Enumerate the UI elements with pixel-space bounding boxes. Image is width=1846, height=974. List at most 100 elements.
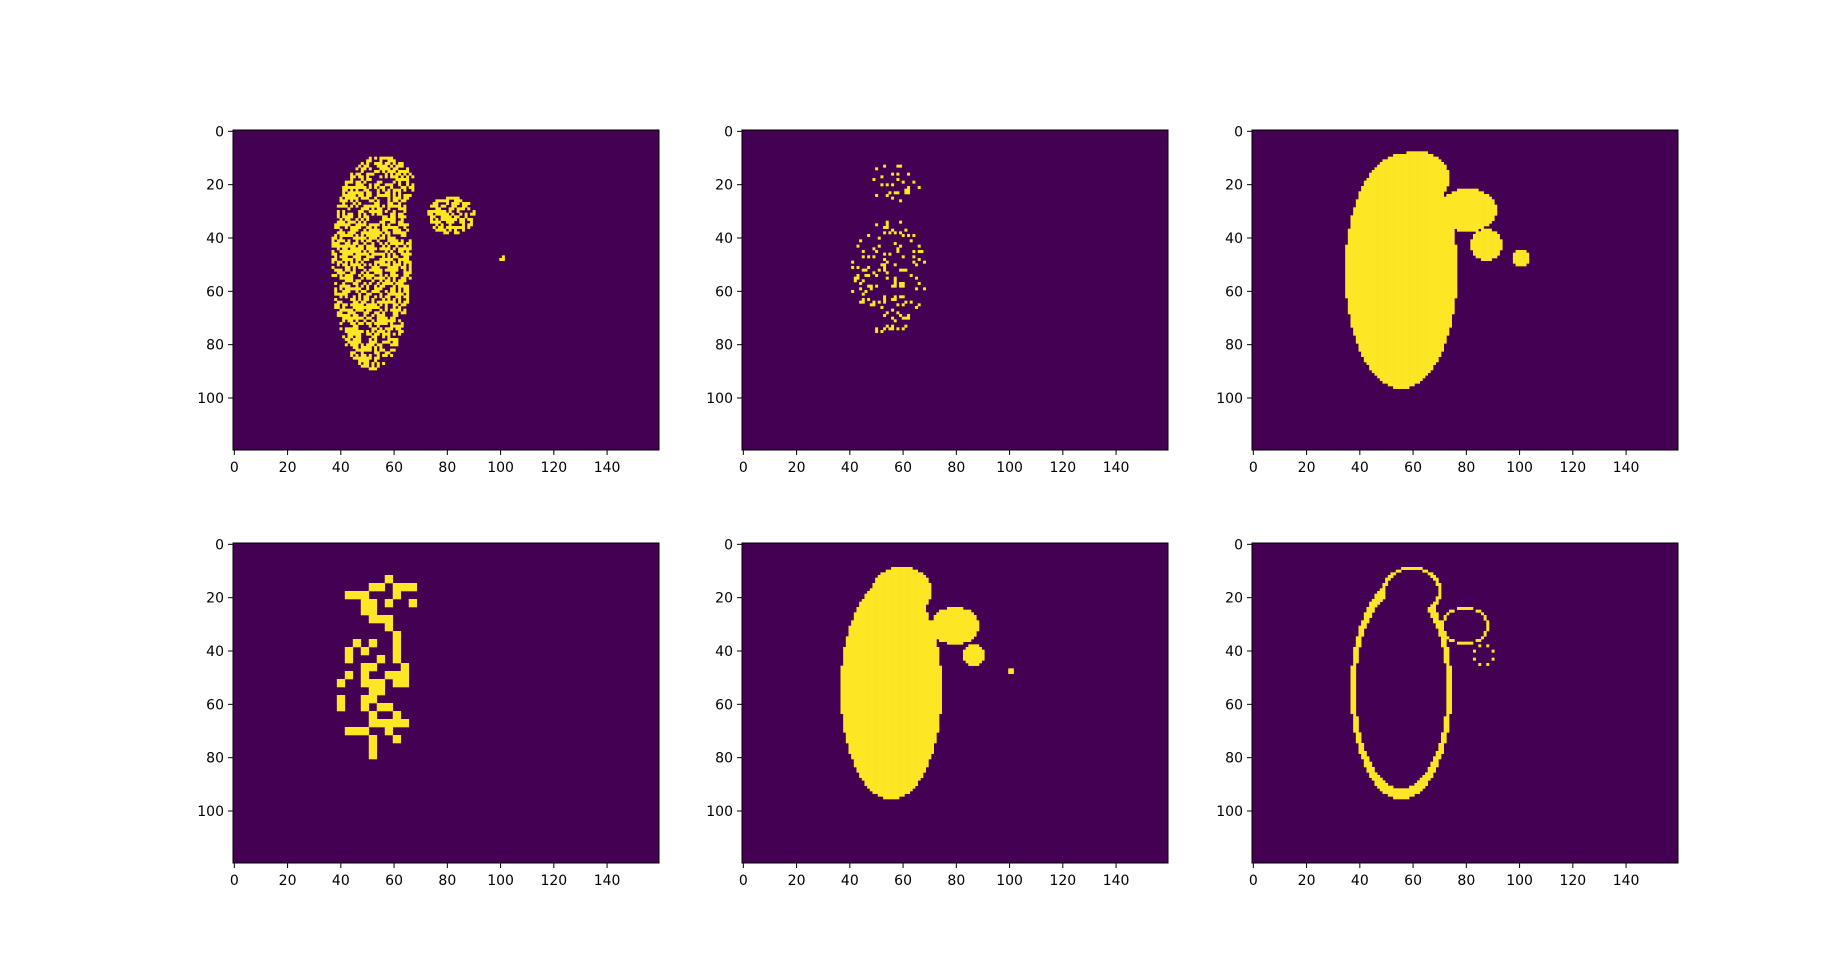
mask-pixel [1361, 290, 1365, 293]
mask-pixel [1387, 226, 1391, 229]
mask-pixel [1374, 191, 1378, 195]
mask-pixel [1393, 316, 1397, 320]
mask-pixel [379, 156, 383, 160]
mask-pixel [1438, 308, 1442, 312]
mask-pixel [1371, 303, 1375, 307]
mask-pixel [1374, 244, 1378, 248]
mask-pixel [344, 591, 354, 600]
mask-pixel [891, 327, 895, 331]
mask-pixel [1387, 348, 1391, 352]
mask-pixel [1425, 239, 1429, 243]
mask-pixel [1403, 242, 1407, 245]
mask-pixel [350, 298, 354, 301]
mask-pixel [1443, 223, 1447, 227]
mask-pixel [1443, 178, 1447, 181]
mask-pixel [459, 218, 463, 221]
mask-pixel [1443, 263, 1447, 267]
mask-pixel [1417, 223, 1421, 227]
mask-pixel [1355, 226, 1359, 229]
mask-pixel [1406, 239, 1410, 243]
mask-pixel [350, 319, 354, 323]
mask-pixel [1430, 367, 1434, 371]
mask-pixel [360, 252, 364, 256]
mask-pixel [390, 170, 394, 173]
mask-pixel [1422, 196, 1426, 200]
mask-pixel [1406, 271, 1410, 275]
mask-pixel [1371, 343, 1375, 347]
mask-pixel [1369, 332, 1373, 336]
mask-pixel [1403, 348, 1407, 352]
mask-pixel [1454, 252, 1458, 256]
mask-pixel [1385, 258, 1389, 261]
mask-pixel [347, 250, 351, 253]
mask-pixel [384, 162, 388, 165]
mask-pixel [1377, 354, 1381, 357]
mask-pixel [1441, 279, 1444, 283]
mask-pixel [1401, 255, 1405, 259]
mask-pixel [1430, 330, 1434, 333]
mask-pixel [1438, 231, 1442, 235]
mask-pixel [1411, 316, 1415, 320]
mask-pixel [1350, 274, 1354, 277]
mask-pixel [1425, 266, 1429, 269]
mask-pixel [1369, 351, 1373, 355]
mask-pixel [1353, 231, 1357, 235]
mask-pixel [1355, 231, 1359, 235]
mask-pixel [1475, 191, 1479, 195]
mask-pixel [1387, 188, 1391, 192]
mask-pixel [446, 196, 449, 200]
mask-pixel [342, 199, 346, 203]
mask-pixel [1414, 340, 1418, 344]
mask-pixel [1417, 188, 1421, 192]
mask-pixel [1419, 306, 1423, 309]
mask-pixel [1406, 386, 1410, 389]
mask-pixel [400, 330, 404, 333]
mask-pixel [1433, 322, 1437, 325]
mask-pixel [1435, 276, 1439, 280]
mask-pixel [899, 199, 903, 203]
mask-pixel [360, 351, 364, 355]
mask-pixel [1395, 284, 1399, 288]
mask-pixel [344, 226, 348, 229]
mask-pixel [355, 279, 359, 283]
mask-pixel [403, 207, 407, 211]
mask-pixel [1427, 359, 1431, 363]
mask-pixel [1433, 258, 1437, 261]
mask-pixel [1422, 151, 1426, 155]
mask-pixel [1379, 247, 1383, 251]
mask-pixel [1393, 258, 1397, 261]
mask-pixel [1480, 258, 1484, 261]
mask-pixel [1443, 247, 1447, 251]
mask-pixel [456, 196, 460, 200]
x-tick-label: 100 [487, 873, 514, 889]
mask-pixel [1409, 252, 1413, 256]
mask-pixel [1441, 234, 1444, 237]
mask-pixel [1494, 247, 1498, 251]
mask-pixel [1379, 244, 1383, 248]
mask-pixel [390, 271, 394, 275]
mask-pixel [379, 180, 383, 184]
mask-pixel [1350, 236, 1354, 240]
mask-pixel [336, 223, 340, 227]
mask-pixel [1454, 215, 1458, 219]
mask-pixel [382, 300, 386, 304]
mask-pixel [1409, 159, 1413, 163]
mask-pixel [1417, 234, 1421, 237]
mask-pixel [1390, 255, 1394, 259]
mask-pixel [1475, 228, 1479, 232]
mask-pixel [355, 183, 359, 187]
mask-pixel [1462, 212, 1466, 216]
mask-pixel [1526, 252, 1530, 256]
mask-pixel [1409, 308, 1413, 312]
mask-pixel [877, 300, 881, 304]
mask-pixel [384, 231, 388, 235]
mask-pixel [1438, 319, 1442, 323]
mask-pixel [1438, 268, 1442, 272]
mask-pixel [384, 719, 394, 728]
mask-pixel [1387, 380, 1391, 384]
mask-pixel [1483, 242, 1487, 245]
mask-pixel [1366, 308, 1370, 312]
mask-pixel [368, 343, 372, 347]
mask-pixel [1417, 356, 1421, 360]
mask-pixel [1486, 215, 1490, 219]
